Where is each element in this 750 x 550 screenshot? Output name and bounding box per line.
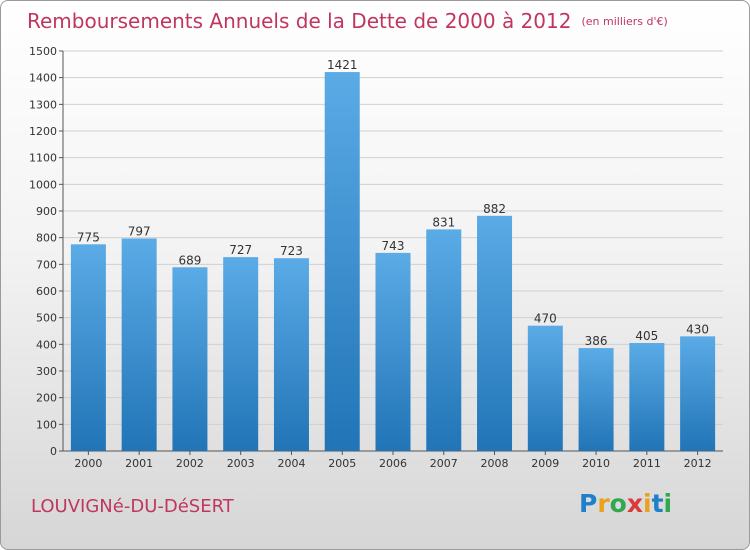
- x-tick-label: 2012: [684, 457, 712, 470]
- x-tick-label: 2011: [633, 457, 661, 470]
- x-tick-label: 2009: [531, 457, 559, 470]
- data-label: 831: [432, 215, 455, 229]
- data-label: 386: [585, 334, 608, 348]
- bar-2006: [375, 252, 411, 451]
- x-tick-label: 2002: [176, 457, 204, 470]
- x-tick-label: 2007: [430, 457, 458, 470]
- x-tick-labels: 2000 2001 2002 2003 2004 2005 2006 2007 2008 2009…: [74, 457, 711, 470]
- logo-letter: t: [651, 489, 664, 518]
- chart-title-text: Remboursements Annuels de la Dette de 20…: [27, 9, 572, 33]
- y-tick-label: 1300: [29, 98, 57, 111]
- bar-2005: [324, 72, 360, 452]
- chart-unit: (en milliers d'€): [581, 15, 668, 28]
- data-labels: 775 797 689 727 723 1421 743 831 882 470 386 405 430: [77, 58, 709, 348]
- data-label: 727: [229, 243, 252, 257]
- x-tick-label: 2004: [277, 457, 305, 470]
- bar-2012: [680, 336, 716, 451]
- bar-2002: [172, 267, 208, 451]
- logo-letter: i: [643, 489, 652, 518]
- y-tick-label: 300: [36, 365, 57, 378]
- data-label: 405: [635, 329, 658, 343]
- proxiti-logo: Proxiti: [579, 489, 672, 518]
- data-label: 743: [382, 239, 405, 253]
- x-tick-label: 2000: [74, 457, 102, 470]
- data-label: 797: [128, 224, 151, 238]
- data-label: 430: [686, 322, 709, 336]
- bar-2001: [121, 238, 157, 451]
- y-tick-label: 200: [36, 392, 57, 405]
- y-tick-label: 0: [50, 445, 57, 458]
- bar-2003: [223, 257, 259, 451]
- y-tick-label: 600: [36, 285, 57, 298]
- y-tick-label: 1100: [29, 152, 57, 165]
- town-name: LOUVIGNé-DU-DéSERT: [31, 496, 234, 517]
- data-label: 723: [280, 244, 303, 258]
- x-tick-label: 2003: [227, 457, 255, 470]
- x-tick-label: 2006: [379, 457, 407, 470]
- y-tick-labels: 0 100 200 300 400 500 600 700 800 900 1000 1100 1200…: [29, 45, 57, 458]
- logo-letter: x: [626, 489, 643, 518]
- logo-letter: r: [597, 489, 610, 518]
- data-label: 1421: [327, 58, 358, 72]
- y-tick-label: 1400: [29, 72, 57, 85]
- data-label: 689: [178, 253, 201, 267]
- y-tick-label: 400: [36, 338, 57, 351]
- y-tick-label: 700: [36, 258, 57, 271]
- x-tick-label: 2008: [481, 457, 509, 470]
- bar-2007: [426, 229, 462, 451]
- y-tick-label: 500: [36, 312, 57, 325]
- y-tick-label: 100: [36, 418, 57, 431]
- data-label: 882: [483, 202, 506, 216]
- bars: [70, 72, 716, 452]
- chart-title: Remboursements Annuels de la Dette de 20…: [27, 9, 668, 33]
- bar-2000: [70, 244, 106, 451]
- bar-2010: [578, 348, 614, 451]
- data-label: 470: [534, 312, 557, 326]
- y-tick-label: 1200: [29, 125, 57, 138]
- bar-2008: [477, 215, 513, 451]
- y-tick-label: 800: [36, 232, 57, 245]
- bar-2011: [629, 343, 665, 451]
- x-tick-label: 2001: [125, 457, 153, 470]
- y-tick-label: 900: [36, 205, 57, 218]
- bar-2009: [527, 325, 563, 451]
- y-tick-label: 1500: [29, 45, 57, 58]
- logo-letter: i: [663, 489, 673, 518]
- bar-2004: [273, 258, 309, 451]
- data-label: 775: [77, 230, 100, 244]
- x-tick-label: 2010: [582, 457, 610, 470]
- x-tick-label: 2005: [328, 457, 356, 470]
- logo-letter: P: [579, 489, 598, 518]
- logo-letter: o: [609, 489, 627, 518]
- y-tick-label: 1000: [29, 178, 57, 191]
